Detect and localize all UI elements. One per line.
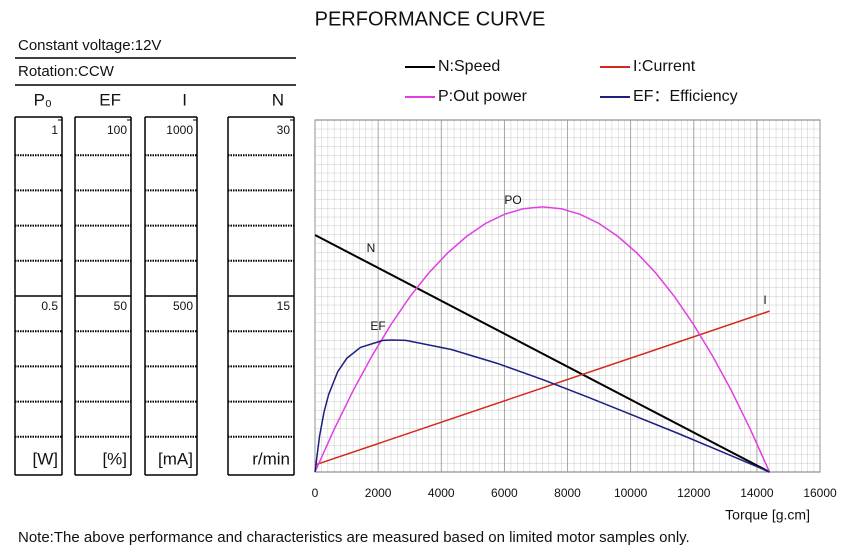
- legend-label: I:Current: [633, 58, 696, 75]
- x-tick-label: 14000: [740, 486, 774, 500]
- x-tick-label: 2000: [365, 486, 392, 500]
- condition: Constant voltage:12V: [18, 37, 161, 54]
- condition: Rotation:CCW: [18, 63, 115, 80]
- x-tick-label: 4000: [428, 486, 455, 500]
- note: Note:The above performance and character…: [18, 529, 690, 546]
- axis-header: P₀: [34, 90, 52, 109]
- legend-label: P:Out power: [438, 88, 528, 105]
- x-axis-label: Torque [g.cm]: [725, 507, 810, 523]
- y-tick-label: 500: [173, 299, 193, 313]
- axis-unit: r/min: [252, 449, 290, 468]
- y-tick-label: 0.5: [41, 299, 58, 313]
- curve: [314, 234, 770, 473]
- y-tick-label: 1000: [166, 123, 193, 137]
- axis-unit: [W]: [33, 449, 59, 468]
- axis-unit: [%]: [102, 449, 127, 468]
- x-tick-label: 0: [312, 486, 319, 500]
- chart-title: PERFORMANCE CURVE: [315, 8, 546, 30]
- x-tick-label: 6000: [491, 486, 518, 500]
- axis-header: N: [272, 90, 284, 109]
- x-tick-label: 10000: [614, 486, 648, 500]
- axis-header: EF: [99, 90, 121, 109]
- curve: [314, 310, 770, 466]
- x-tick-label: 12000: [677, 486, 711, 500]
- y-tick-label: 50: [114, 299, 128, 313]
- curve: [314, 339, 770, 473]
- curve-label: EF: [370, 319, 385, 333]
- y-tick-label: 30: [277, 123, 291, 137]
- curve-label: PO: [504, 193, 521, 207]
- curve-label: N: [367, 241, 376, 255]
- x-tick-label: 8000: [554, 486, 581, 500]
- y-tick-label: 1: [51, 123, 58, 137]
- axis-header: I: [182, 90, 187, 109]
- legend-label: N:Speed: [438, 58, 500, 75]
- y-tick-label: 15: [277, 299, 291, 313]
- curve-label: I: [763, 293, 766, 307]
- x-tick-label: 16000: [803, 486, 837, 500]
- y-tick-label: 100: [107, 123, 127, 137]
- curve: [314, 206, 771, 473]
- axis-unit: [mA]: [158, 449, 193, 468]
- legend-label: EF：Efficiency: [633, 88, 738, 105]
